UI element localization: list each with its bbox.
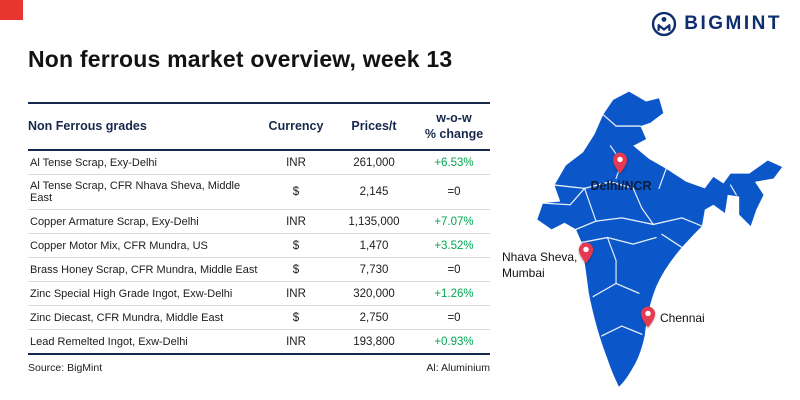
header-grades: Non Ferrous grades: [28, 118, 147, 133]
grade-cell: Zinc Diecast, CFR Mundra, Middle East: [30, 311, 224, 324]
currency-cell: $: [292, 311, 300, 324]
price-cell: 261,000: [353, 156, 395, 169]
grade-cell: Lead Remelted Ingot, Exw-Delhi: [30, 335, 188, 348]
grade-cell: Copper Motor Mix, CFR Mundra, US: [30, 239, 208, 252]
price-cell: 1,135,000: [348, 215, 400, 228]
change-cell: +6.53%: [434, 156, 474, 169]
state-borders: [542, 113, 737, 337]
pin-icon: [640, 306, 656, 328]
table-row: Al Tense Scrap, Exy-Delhi INR 261,000 +6…: [28, 151, 490, 176]
table-row: Al Tense Scrap, CFR Nhava Sheva, Middle …: [28, 175, 490, 211]
currency-cell: $: [292, 239, 300, 252]
table-row: Zinc Diecast, CFR Mundra, Middle East $ …: [28, 306, 490, 331]
price-cell: 7,730: [359, 263, 389, 276]
table-row: Zinc Special High Grade Ingot, Exw-Delhi…: [28, 282, 490, 307]
price-cell: 320,000: [353, 287, 395, 300]
currency-cell: INR: [286, 215, 306, 228]
india-landmass: [537, 91, 783, 387]
header-prices: Prices/t: [351, 118, 397, 133]
price-cell: 2,145: [359, 186, 389, 199]
currency-cell: INR: [286, 335, 306, 348]
grade-cell: Al Tense Scrap, CFR Nhava Sheva, Middle …: [30, 180, 241, 205]
map-pin-chennai: [640, 306, 656, 328]
map-pin-delhi: [612, 152, 628, 174]
grade-cell: Al Tense Scrap, Exy-Delhi: [30, 156, 157, 169]
source-note: Source: BigMint: [28, 362, 103, 375]
abbreviation-note: Al: Aluminium: [426, 362, 490, 375]
price-cell: 1,470: [359, 239, 389, 252]
pin-icon: [612, 152, 628, 174]
currency-cell: $: [292, 186, 300, 199]
header-currency: Currency: [268, 118, 324, 133]
change-cell: +7.07%: [434, 215, 474, 228]
grade-cell: Copper Armature Scrap, Exy-Delhi: [30, 215, 199, 228]
table-row: Lead Remelted Ingot, Exw-Delhi INR 193,8…: [28, 330, 490, 356]
corner-accent: [0, 0, 23, 20]
page-title: Non ferrous market overview, week 13: [28, 46, 453, 72]
currency-cell: $: [292, 263, 300, 276]
map-label-chennai: Chennai: [660, 311, 705, 325]
price-cell: 2,750: [359, 311, 389, 324]
change-cell: +0.93%: [434, 335, 474, 348]
bigmint-logo-icon: [651, 11, 677, 37]
prices-table: Non Ferrous grades Currency Prices/t w-o…: [28, 102, 490, 374]
change-cell: +3.52%: [434, 239, 474, 252]
table-body: Al Tense Scrap, Exy-Delhi INR 261,000 +6…: [28, 151, 490, 356]
table-row: Copper Motor Mix, CFR Mundra, US $ 1,470…: [28, 234, 490, 259]
map-label-nhava-sheva-mumbai: Nhava Sheva, Mumbai: [502, 250, 578, 280]
change-cell: =0: [447, 311, 461, 324]
change-cell: +1.26%: [434, 287, 474, 300]
grade-cell: Zinc Special High Grade Ingot, Exw-Delhi: [30, 287, 233, 300]
india-map: [537, 91, 783, 387]
table-row: Brass Honey Scrap, CFR Mundra, Middle Ea…: [28, 258, 490, 283]
currency-cell: INR: [286, 287, 306, 300]
india-map-area: Delhi/NCR Nhava Sheva, Mumbai Chennai: [498, 82, 798, 400]
brand-logo: BIGMINT: [651, 11, 782, 37]
currency-cell: INR: [286, 156, 306, 169]
change-cell: =0: [447, 186, 461, 199]
map-label-delhi: Delhi/NCR: [590, 179, 652, 193]
table-header: Non Ferrous grades Currency Prices/t w-o…: [28, 102, 490, 152]
price-cell: 193,800: [353, 335, 395, 348]
pin-icon: [578, 242, 594, 264]
grade-cell: Brass Honey Scrap, CFR Mundra, Middle Ea…: [30, 263, 258, 276]
table-footer: Source: BigMint Al: Aluminium: [28, 355, 490, 374]
change-cell: =0: [447, 263, 461, 276]
header-wow-change: w-o-w % change: [424, 111, 484, 141]
brand-name: BIGMINT: [684, 13, 782, 34]
map-pin-nhava-sheva-mumbai: [578, 242, 594, 264]
table-row: Copper Armature Scrap, Exy-Delhi INR 1,1…: [28, 210, 490, 235]
